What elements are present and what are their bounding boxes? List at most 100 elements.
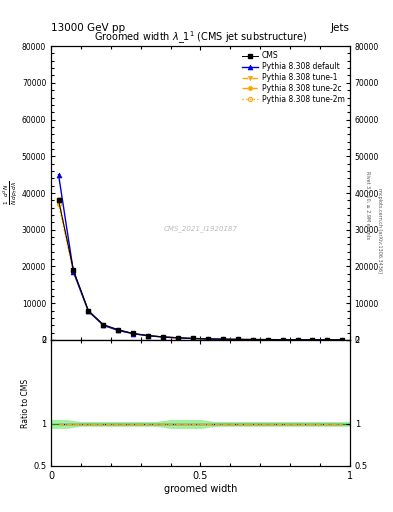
CMS <box>131 330 136 336</box>
Pythia 8.308 default <box>220 336 225 343</box>
Pythia 8.308 default <box>131 331 136 337</box>
CMS <box>325 337 330 343</box>
Pythia 8.308 tune-1 <box>206 336 210 342</box>
Pythia 8.308 tune-2m <box>265 336 270 343</box>
Pythia 8.308 tune-1 <box>250 336 255 343</box>
Text: Rivet 3.1.10, ≥ 2.9M events: Rivet 3.1.10, ≥ 2.9M events <box>365 170 370 239</box>
CMS <box>340 337 345 343</box>
Y-axis label: Ratio to CMS: Ratio to CMS <box>21 378 30 428</box>
Pythia 8.308 tune-2c <box>191 335 195 342</box>
Pythia 8.308 default <box>280 336 285 343</box>
Text: 13000 GeV pp: 13000 GeV pp <box>51 23 125 33</box>
Title: Groomed width $\lambda$_1$^1$ (CMS jet substructure): Groomed width $\lambda$_1$^1$ (CMS jet s… <box>94 30 307 46</box>
CMS <box>250 336 255 343</box>
Pythia 8.308 tune-2c <box>235 336 240 343</box>
CMS <box>101 322 106 328</box>
X-axis label: groomed width: groomed width <box>164 483 237 494</box>
Pythia 8.308 tune-1 <box>235 336 240 343</box>
Line: Pythia 8.308 default: Pythia 8.308 default <box>56 172 345 343</box>
CMS <box>56 197 61 203</box>
Pythia 8.308 tune-1 <box>280 336 285 343</box>
Pythia 8.308 tune-2c <box>131 331 136 337</box>
Pythia 8.308 tune-1 <box>176 335 180 341</box>
Pythia 8.308 default <box>101 322 106 328</box>
CMS <box>191 335 195 342</box>
Pythia 8.308 tune-2c <box>265 336 270 343</box>
Pythia 8.308 default <box>265 336 270 343</box>
CMS <box>220 336 225 342</box>
Pythia 8.308 tune-1 <box>161 334 165 340</box>
Pythia 8.308 tune-2c <box>206 336 210 342</box>
Pythia 8.308 tune-1 <box>86 308 91 314</box>
Text: CMS_2021_I1920187: CMS_2021_I1920187 <box>163 225 237 231</box>
Pythia 8.308 tune-2c <box>220 336 225 343</box>
Pythia 8.308 tune-2m <box>340 337 345 343</box>
Pythia 8.308 tune-1 <box>71 268 76 274</box>
Pythia 8.308 default <box>71 269 76 275</box>
Pythia 8.308 tune-2c <box>86 308 91 314</box>
Pythia 8.308 tune-2m <box>116 327 121 333</box>
CMS <box>310 337 315 343</box>
Pythia 8.308 default <box>161 334 165 340</box>
Pythia 8.308 tune-1 <box>131 331 136 337</box>
CMS <box>176 335 180 341</box>
Pythia 8.308 default <box>295 337 300 343</box>
CMS <box>265 336 270 343</box>
Line: Pythia 8.308 tune-1: Pythia 8.308 tune-1 <box>57 198 344 342</box>
CMS <box>116 327 121 333</box>
Pythia 8.308 tune-2m <box>71 269 76 275</box>
Pythia 8.308 tune-2m <box>191 335 195 342</box>
CMS <box>295 337 300 343</box>
Pythia 8.308 tune-1 <box>310 337 315 343</box>
Pythia 8.308 tune-1 <box>325 337 330 343</box>
CMS <box>86 308 91 314</box>
Pythia 8.308 tune-1 <box>340 337 345 343</box>
CMS <box>235 336 240 343</box>
CMS <box>146 332 151 338</box>
Pythia 8.308 default <box>250 336 255 343</box>
Pythia 8.308 default <box>310 337 315 343</box>
CMS <box>161 334 165 340</box>
Pythia 8.308 tune-2m <box>101 322 106 328</box>
Pythia 8.308 default <box>191 335 195 342</box>
Pythia 8.308 tune-2c <box>295 337 300 343</box>
Pythia 8.308 tune-1 <box>191 335 195 342</box>
Pythia 8.308 tune-2c <box>71 269 76 275</box>
Pythia 8.308 tune-2m <box>146 333 151 339</box>
Pythia 8.308 tune-2m <box>235 336 240 343</box>
Pythia 8.308 tune-2m <box>131 331 136 337</box>
Pythia 8.308 tune-2m <box>206 336 210 342</box>
Pythia 8.308 tune-2c <box>280 336 285 343</box>
Pythia 8.308 default <box>116 327 121 333</box>
Line: Pythia 8.308 tune-2m: Pythia 8.308 tune-2m <box>57 202 344 342</box>
Pythia 8.308 default <box>325 337 330 343</box>
Text: mcplots.cern.ch [arXiv:1306.3436]: mcplots.cern.ch [arXiv:1306.3436] <box>377 188 382 273</box>
Pythia 8.308 default <box>206 336 210 342</box>
Pythia 8.308 tune-2m <box>56 201 61 207</box>
Pythia 8.308 tune-2c <box>250 336 255 343</box>
Pythia 8.308 tune-1 <box>56 197 61 203</box>
Pythia 8.308 tune-1 <box>116 327 121 333</box>
Y-axis label: $\frac{1}{N}\frac{d^2N}{dp_T d\lambda}$: $\frac{1}{N}\frac{d^2N}{dp_T d\lambda}$ <box>2 181 20 205</box>
Pythia 8.308 tune-2m <box>86 308 91 314</box>
Pythia 8.308 tune-2c <box>116 327 121 333</box>
Pythia 8.308 tune-2m <box>176 335 180 341</box>
CMS <box>71 267 76 273</box>
Pythia 8.308 tune-2c <box>146 333 151 339</box>
Pythia 8.308 tune-2c <box>176 335 180 341</box>
Pythia 8.308 tune-2m <box>220 336 225 343</box>
Pythia 8.308 tune-1 <box>265 336 270 343</box>
Pythia 8.308 tune-2c <box>161 334 165 340</box>
Pythia 8.308 tune-2c <box>340 337 345 343</box>
CMS <box>280 336 285 343</box>
Line: CMS: CMS <box>57 198 344 342</box>
Pythia 8.308 tune-1 <box>101 322 106 328</box>
Pythia 8.308 default <box>235 336 240 343</box>
Line: Pythia 8.308 tune-2c: Pythia 8.308 tune-2c <box>57 197 344 342</box>
Pythia 8.308 tune-2m <box>161 334 165 340</box>
Pythia 8.308 tune-1 <box>295 337 300 343</box>
Pythia 8.308 tune-1 <box>146 333 151 339</box>
Legend: CMS, Pythia 8.308 default, Pythia 8.308 tune-1, Pythia 8.308 tune-2c, Pythia 8.3: CMS, Pythia 8.308 default, Pythia 8.308 … <box>240 50 346 105</box>
Pythia 8.308 tune-2m <box>310 337 315 343</box>
Pythia 8.308 tune-2m <box>250 336 255 343</box>
